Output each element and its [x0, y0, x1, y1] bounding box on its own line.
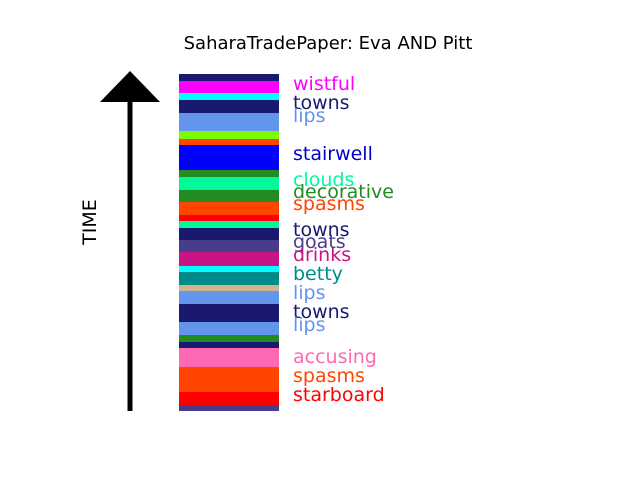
bar-segment — [179, 392, 279, 405]
bar-segment — [179, 335, 279, 342]
segment-label: lips — [293, 282, 326, 304]
bar-segment — [179, 342, 279, 348]
segment-label: stairwell — [293, 143, 373, 165]
segment-label: lips — [293, 314, 326, 336]
segment-label: starboard — [293, 384, 385, 406]
bar-segment — [179, 145, 279, 170]
bar-segment — [179, 81, 279, 93]
bar-segment — [179, 322, 279, 335]
time-arrow-head — [100, 71, 160, 102]
segment-label: towns — [293, 301, 350, 323]
segment-label: betty — [293, 263, 343, 285]
y-axis-label: TIME — [79, 199, 101, 246]
segment-label: towns — [293, 219, 350, 241]
bar-segment — [179, 177, 279, 190]
bar-segment — [179, 74, 279, 81]
bar-segment — [179, 139, 279, 145]
bar-segment — [179, 228, 279, 240]
bar-segment — [179, 170, 279, 177]
segment-label: spasms — [293, 365, 365, 387]
bar-segment — [179, 240, 279, 252]
bar-segment — [179, 252, 279, 266]
bar-segment — [179, 291, 279, 304]
segment-label: clouds — [293, 169, 354, 191]
bar-segment — [179, 221, 279, 228]
bar-segment — [179, 113, 279, 131]
bar-segment — [179, 93, 279, 100]
bar-segment — [179, 215, 279, 221]
bar-segment — [179, 190, 279, 202]
segment-label: spasms — [293, 193, 365, 215]
segment-label: towns — [293, 92, 350, 114]
segment-label: goats — [293, 231, 346, 253]
bar-segment — [179, 304, 279, 322]
bar-segment — [179, 100, 279, 113]
stacked-bar — [179, 74, 279, 411]
bar-segment — [179, 405, 279, 411]
segment-label: drinks — [293, 244, 351, 266]
segment-label: accusing — [293, 346, 377, 368]
time-arrow — [100, 71, 160, 411]
bar-segment — [179, 266, 279, 272]
segment-label: decorative — [293, 181, 394, 203]
bar-segment — [179, 272, 279, 285]
bar-segment — [179, 367, 279, 392]
bar-segment — [179, 131, 279, 139]
segment-labels: wistfultownslipsstairwellcloudsdecorativ… — [293, 73, 394, 406]
segment-label: lips — [293, 105, 326, 127]
bar-segment — [179, 348, 279, 367]
bar-segment — [179, 285, 279, 291]
bar-segment — [179, 202, 279, 215]
chart-title: SaharaTradePaper: Eva AND Pitt — [184, 33, 473, 54]
segment-label: wistful — [293, 73, 355, 95]
